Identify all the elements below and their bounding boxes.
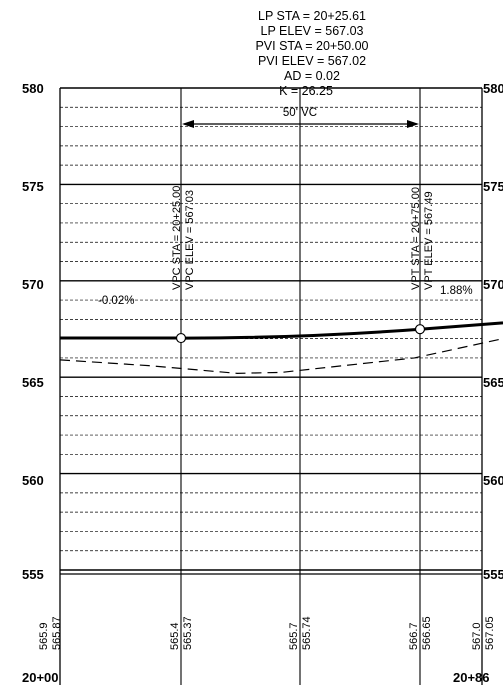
right-elev-label: 555 [483,567,503,582]
existing-ground-profile [59,338,503,374]
curve-data-block: LP STA = 20+25.61 LP ELEV = 567.03 PVI S… [255,9,368,98]
right-elev-label: 570 [483,277,503,292]
proposed-elev-value: 566.65 [421,616,433,650]
vpc-station-note: VPC STA = 20+25.00 [171,186,183,290]
proposed-elev-value: 565.74 [301,616,313,650]
left-elev-label: 565 [22,375,44,390]
station-elevation-table: 565.9 565.87 565.4 565.37 565.7 565.74 5… [38,616,496,650]
back-grade-label: -0.02% [98,295,134,307]
existing-elev-value: 567.0 [471,622,483,650]
k-text: K = 26.25 [279,84,333,98]
right-elev-label: 560 [483,473,503,488]
proposed-elev-value: 565.87 [51,616,63,650]
right-elev-label: 565 [483,375,503,390]
vpc-elevation-note: VPC ELEV = 567.03 [184,190,196,290]
existing-elev-value: 565.9 [38,622,50,650]
left-elevation-labels: 580 575 570 565 560 555 [22,81,44,582]
left-elev-label: 560 [22,473,44,488]
left-elev-label: 575 [22,179,44,194]
ad-text: AD = 0.02 [284,69,340,83]
pvi-sta-text: PVI STA = 20+50.00 [255,39,368,53]
lp-sta-text: LP STA = 20+25.61 [258,9,366,23]
vpc-marker-icon [175,332,187,344]
vpt-marker-icon [414,324,426,335]
right-arrowhead-icon [407,120,419,128]
existing-elev-value: 565.7 [288,622,300,650]
proposed-elev-value: 565.37 [182,616,194,650]
left-arrowhead-icon [182,120,194,128]
pvi-elev-text: PVI ELEV = 567.02 [258,54,366,68]
right-elevation-labels: 580 575 570 565 560 555 [483,81,503,582]
lp-elev-text: LP ELEV = 567.03 [261,24,364,38]
proposed-grade-profile [60,321,503,340]
start-station-label: 20+00 [22,670,59,685]
vpt-elevation-note: VPT ELEV = 567.49 [423,191,435,290]
right-elev-label: 580 [483,81,503,96]
ahead-grade-label: 1.88% [440,285,473,297]
existing-elev-value: 566.7 [408,622,420,650]
vertical-curve-length-label: 50' VC [283,107,317,119]
left-elev-label: 580 [22,81,44,96]
elevation-grid [60,87,482,575]
vertical-curve-dimension: 50' VC [182,107,419,128]
proposed-elev-value: 567.05 [484,616,496,650]
end-station-label: 20+86 [453,670,490,685]
vpt-station-note: VPT STA = 20+75.00 [410,187,422,290]
left-elev-label: 555 [22,567,44,582]
existing-elev-value: 565.4 [169,622,181,650]
left-elev-label: 570 [22,277,44,292]
right-elev-label: 575 [483,179,503,194]
